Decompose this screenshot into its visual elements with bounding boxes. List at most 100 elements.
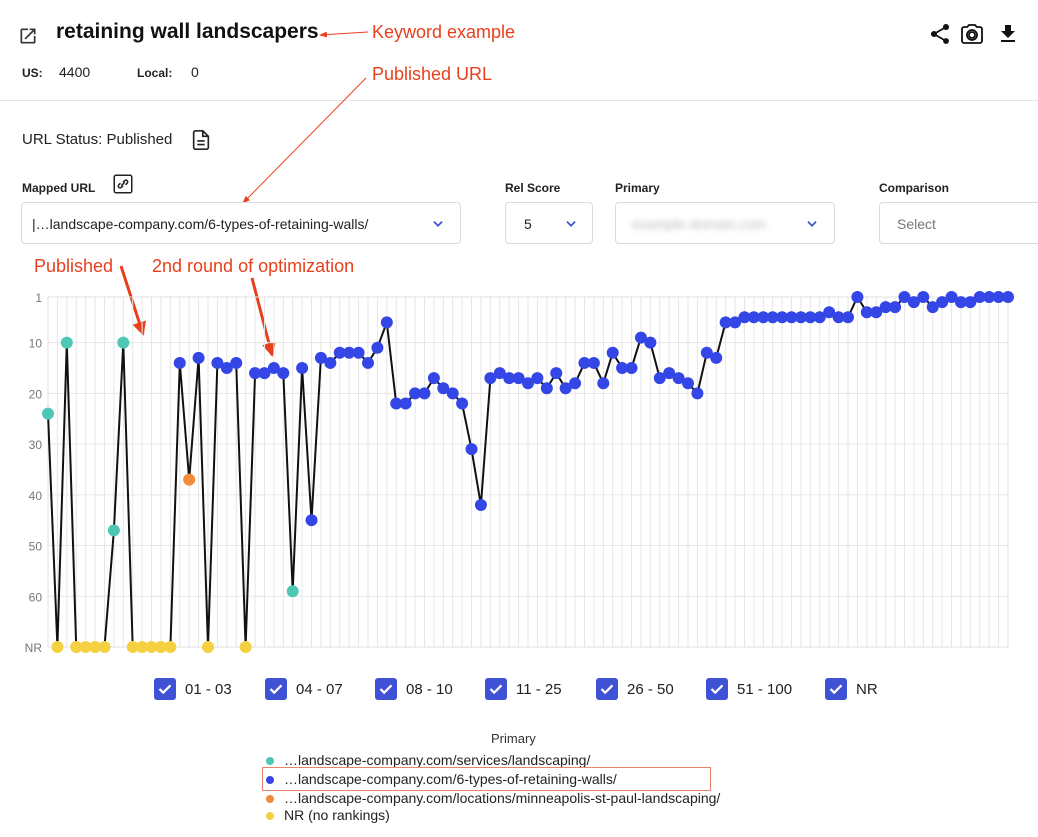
rank-point[interactable] <box>606 346 619 359</box>
rank-point[interactable] <box>371 341 384 354</box>
document-icon[interactable] <box>190 129 212 151</box>
rank-point[interactable] <box>258 367 271 380</box>
rank-point[interactable] <box>889 301 902 314</box>
rank-point[interactable] <box>333 346 346 359</box>
comparison-select[interactable]: Select <box>879 202 1038 244</box>
rank-point[interactable] <box>418 387 431 400</box>
external-link-icon[interactable] <box>18 26 38 46</box>
rank-point[interactable] <box>107 524 120 537</box>
rank-point[interactable] <box>51 641 64 653</box>
mapped-url-select[interactable]: |…landscape-company.com/6-types-of-retai… <box>21 202 461 244</box>
rank-point[interactable] <box>98 641 111 653</box>
rank-point[interactable] <box>79 641 92 653</box>
rank-point[interactable] <box>522 377 534 390</box>
download-icon[interactable] <box>996 22 1020 46</box>
rank-point[interactable] <box>286 585 299 598</box>
rank-point[interactable] <box>634 331 647 344</box>
rank-point[interactable] <box>682 377 694 390</box>
rank-point[interactable] <box>493 367 506 380</box>
rank-point[interactable] <box>907 296 920 309</box>
rank-point[interactable] <box>729 316 742 329</box>
rank-point[interactable] <box>616 362 629 375</box>
rank-point[interactable] <box>757 311 770 324</box>
rank-point[interactable] <box>446 387 459 400</box>
rank-point[interactable] <box>399 397 412 410</box>
link-icon[interactable] <box>113 174 133 194</box>
rank-point[interactable] <box>343 346 356 359</box>
checkbox-checked[interactable] <box>596 678 618 700</box>
rank-point[interactable] <box>60 336 73 349</box>
rank-point[interactable] <box>954 296 967 309</box>
rank-point[interactable] <box>362 356 374 369</box>
rank-point[interactable] <box>126 641 139 653</box>
rank-point[interactable] <box>437 382 450 395</box>
checkbox-checked[interactable] <box>825 678 847 700</box>
rank-point[interactable] <box>136 641 149 653</box>
camera-icon[interactable] <box>960 22 984 46</box>
rank-point[interactable] <box>117 336 130 349</box>
rank-point[interactable] <box>917 291 930 303</box>
share-icon[interactable] <box>928 22 952 46</box>
rank-point[interactable] <box>474 498 487 511</box>
rank-point[interactable] <box>531 372 544 385</box>
rank-point[interactable] <box>587 356 600 369</box>
rank-point[interactable] <box>220 362 233 375</box>
filter-01-03[interactable]: 01 - 03 <box>154 678 244 702</box>
filter-51-100[interactable]: 51 - 100 <box>706 678 806 702</box>
rank-point[interactable] <box>738 311 751 324</box>
rank-point[interactable] <box>183 473 196 486</box>
rank-point[interactable] <box>267 362 280 375</box>
rank-point[interactable] <box>550 367 563 380</box>
rank-point[interactable] <box>813 311 826 324</box>
rank-point[interactable] <box>305 514 318 527</box>
rank-point[interactable] <box>804 311 817 324</box>
rank-point[interactable] <box>569 377 582 390</box>
rel-score-select[interactable]: 5 <box>505 202 593 244</box>
filter-04-07[interactable]: 04 - 07 <box>265 678 355 702</box>
rank-point[interactable] <box>277 367 290 380</box>
rank-point[interactable] <box>879 301 892 314</box>
rank-point[interactable] <box>456 397 469 410</box>
rank-point[interactable] <box>719 316 732 329</box>
rank-point[interactable] <box>653 372 666 385</box>
rank-point[interactable] <box>785 311 798 324</box>
rank-point[interactable] <box>973 291 986 303</box>
rank-point[interactable] <box>503 372 516 385</box>
rank-point[interactable] <box>794 311 807 324</box>
rank-point[interactable] <box>747 311 760 324</box>
rank-point[interactable] <box>427 372 440 385</box>
rank-point[interactable] <box>851 291 864 303</box>
rank-point[interactable] <box>832 311 845 324</box>
rank-point[interactable] <box>644 336 657 349</box>
rank-point[interactable] <box>324 356 337 369</box>
rank-point[interactable] <box>70 641 83 653</box>
rank-point[interactable] <box>945 291 958 303</box>
rank-point[interactable] <box>983 291 996 303</box>
rank-point[interactable] <box>314 351 327 364</box>
rank-point[interactable] <box>173 356 186 369</box>
rank-point[interactable] <box>823 306 836 319</box>
rank-point[interactable] <box>860 306 873 319</box>
rank-point[interactable] <box>42 407 54 420</box>
rank-point[interactable] <box>625 362 638 375</box>
filter-11-25[interactable]: 11 - 25 <box>485 678 575 702</box>
rank-point[interactable] <box>89 641 102 653</box>
rank-point[interactable] <box>992 291 1005 303</box>
rank-point[interactable] <box>239 641 252 653</box>
rank-point[interactable] <box>766 311 779 324</box>
rank-point[interactable] <box>202 641 214 653</box>
rank-point[interactable] <box>296 362 309 375</box>
rank-point[interactable] <box>512 372 525 385</box>
rank-point[interactable] <box>352 346 365 359</box>
checkbox-checked[interactable] <box>375 678 397 700</box>
checkbox-checked[interactable] <box>265 678 287 700</box>
rank-point[interactable] <box>870 306 883 319</box>
filter-nr[interactable]: NR <box>825 678 885 702</box>
rank-point[interactable] <box>409 387 422 400</box>
rank-point[interactable] <box>145 641 158 653</box>
primary-select[interactable]: example-domain.com <box>615 202 835 244</box>
rank-point[interactable] <box>230 356 243 369</box>
rank-point[interactable] <box>390 397 403 410</box>
rank-point[interactable] <box>540 382 553 395</box>
rank-point[interactable] <box>926 301 939 314</box>
